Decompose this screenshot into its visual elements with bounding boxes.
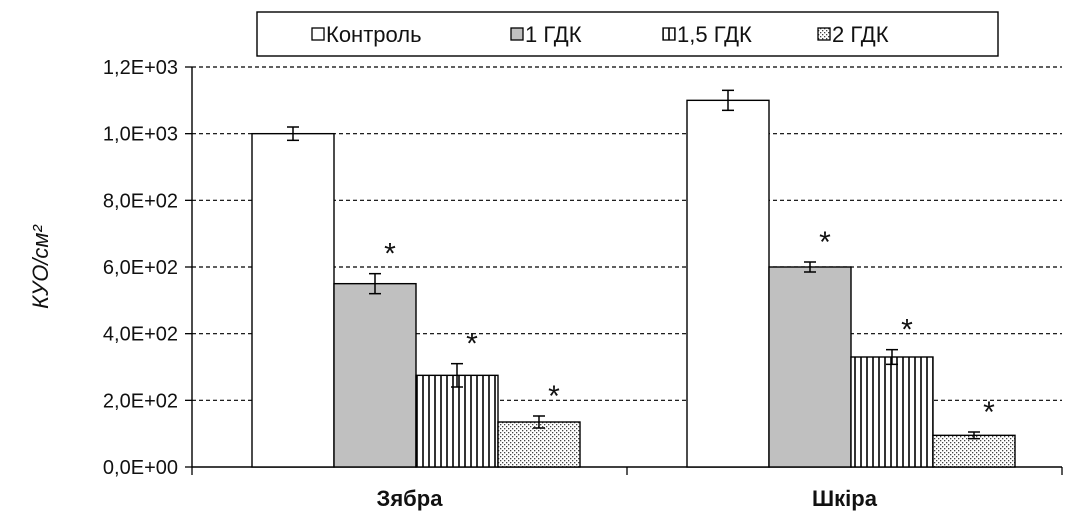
bar-3-2 bbox=[850, 356, 934, 468]
legend-label-1: Контроль bbox=[326, 22, 422, 47]
bar-2-2 bbox=[768, 266, 852, 468]
significance-star: * bbox=[983, 396, 995, 429]
x-category-label: Зябра bbox=[377, 486, 444, 511]
significance-star: * bbox=[466, 328, 478, 361]
y-tick-label: 4,0E+02 bbox=[103, 324, 178, 346]
significance-star: * bbox=[901, 314, 913, 347]
legend-box bbox=[256, 11, 999, 57]
legend-swatch-4 bbox=[817, 27, 831, 41]
y-tick-label: 1,2E+03 bbox=[103, 57, 178, 79]
significance-star: * bbox=[384, 238, 396, 271]
legend-swatch-3 bbox=[662, 27, 676, 41]
legend-label-2: 1 ГДК bbox=[525, 22, 582, 47]
legend-label-4: 2 ГДК bbox=[832, 22, 889, 47]
y-tick-label: 8,0E+02 bbox=[103, 190, 178, 212]
y-tick-label: 1,0E+03 bbox=[103, 124, 178, 146]
x-category-label: Шкіра bbox=[812, 486, 878, 511]
y-tick-label: 0,0E+00 bbox=[103, 457, 178, 479]
y-tick-label: 2,0E+02 bbox=[103, 390, 178, 412]
y-axis-label: КУО/см² bbox=[28, 225, 53, 309]
legend-swatch-1 bbox=[311, 27, 325, 41]
y-tick-label: 6,0E+02 bbox=[103, 257, 178, 279]
bar-2-1 bbox=[333, 282, 417, 468]
bar-1-2 bbox=[686, 99, 770, 468]
legend-label-3: 1,5 ГДК bbox=[677, 22, 752, 47]
significance-star: * bbox=[819, 226, 831, 259]
bar-4-2 bbox=[932, 434, 1016, 468]
significance-star: * bbox=[548, 380, 560, 413]
legend-swatch-2 bbox=[510, 27, 524, 41]
bar-3-1 bbox=[415, 374, 499, 468]
bar-1-1 bbox=[251, 132, 335, 468]
